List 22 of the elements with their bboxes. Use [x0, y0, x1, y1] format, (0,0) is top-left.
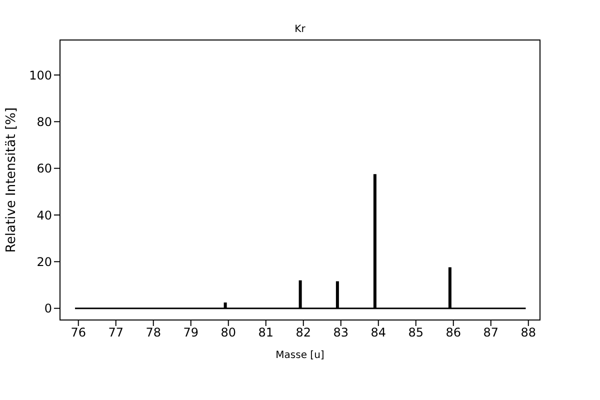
x-tick-label: 83: [333, 326, 349, 340]
y-tick-label: 60: [36, 162, 52, 176]
x-tick-label: 86: [446, 326, 462, 340]
x-tick-label: 78: [146, 326, 162, 340]
y-tick-label: 100: [29, 68, 52, 82]
x-tick-label: 82: [296, 326, 312, 340]
x-tick-label: 81: [258, 326, 274, 340]
x-tick-label: 79: [183, 326, 199, 340]
x-tick-label: 87: [483, 326, 499, 340]
x-tick-label: 88: [520, 326, 536, 340]
chart-title: Kr: [294, 24, 306, 35]
y-axis-title: Relative Intensität [%]: [4, 107, 19, 253]
x-tick-label: 80: [220, 326, 236, 340]
x-axis-title: Masse [u]: [276, 350, 324, 361]
x-tick-label: 84: [370, 326, 386, 340]
x-tick-label: 85: [408, 326, 424, 340]
y-tick-label: 20: [36, 254, 52, 269]
x-tick-label: 77: [108, 326, 124, 340]
y-tick-label: 40: [36, 208, 52, 222]
y-tick-label: 80: [36, 114, 52, 129]
x-tick-label: 76: [70, 326, 86, 340]
y-tick-label: 0: [44, 302, 52, 316]
